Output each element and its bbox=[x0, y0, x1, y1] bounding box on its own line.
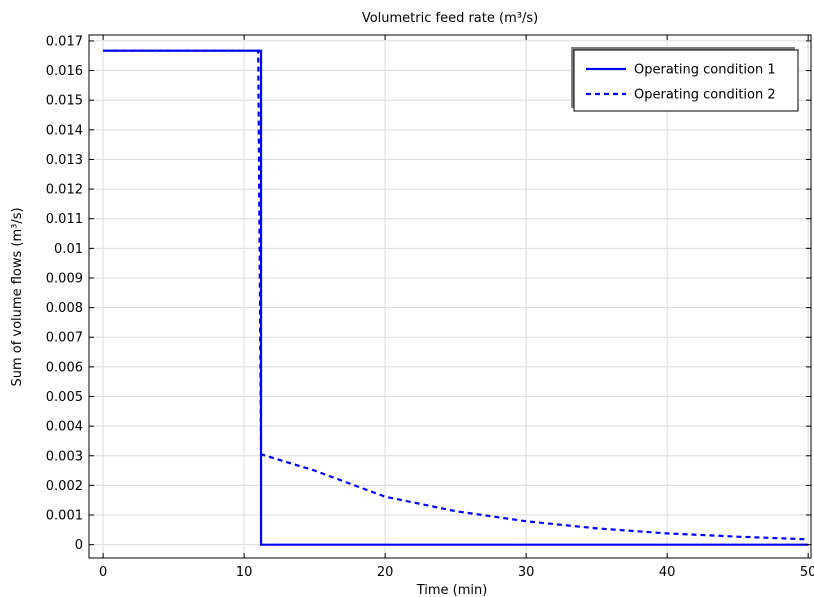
series-layer bbox=[103, 49, 809, 546]
y-tick-label: 0.007 bbox=[46, 331, 83, 346]
chart-title: Volumetric feed rate (m³/s) bbox=[362, 11, 538, 26]
x-axis-title: Time (min) bbox=[416, 583, 488, 597]
y-tick-label: 0.002 bbox=[46, 479, 83, 494]
x-tick-label: 20 bbox=[377, 565, 394, 580]
grid bbox=[89, 35, 811, 558]
x-tick-label: 50 bbox=[800, 565, 814, 580]
y-tick-label: 0.005 bbox=[46, 390, 83, 405]
y-tick-label: 0.016 bbox=[46, 64, 83, 79]
y-tick-label: 0.011 bbox=[46, 212, 83, 227]
y-tick-label: 0 bbox=[75, 538, 83, 553]
y-tick-label: 0.008 bbox=[46, 301, 83, 316]
y-tick-label: 0.004 bbox=[46, 420, 83, 435]
y-tick-label: 0.017 bbox=[46, 34, 83, 49]
legend-label-1: Operating condition 1 bbox=[634, 63, 776, 78]
y-axis-title: Sum of volume flows (m³/s) bbox=[10, 207, 25, 386]
y-tick-label: 0.014 bbox=[46, 123, 83, 138]
series-line-2 bbox=[103, 49, 809, 541]
y-tick-label: 0.01 bbox=[54, 242, 83, 257]
series-line-1 bbox=[103, 49, 809, 546]
y-tick-label: 0.015 bbox=[46, 94, 83, 109]
x-tick-label: 10 bbox=[236, 565, 253, 580]
y-tick-label: 0.003 bbox=[46, 449, 83, 464]
legend-label-2: Operating condition 2 bbox=[634, 88, 776, 103]
legend-box bbox=[573, 49, 799, 112]
x-tick-label: 40 bbox=[659, 565, 676, 580]
y-tick-label: 0.013 bbox=[46, 153, 83, 168]
plot-frame bbox=[88, 34, 812, 559]
y-tick-label: 0.001 bbox=[46, 509, 83, 524]
legend: Operating condition 1 Operating condition… bbox=[571, 47, 799, 112]
ticks: 0 10 20 30 40 50 0 0.001 0.002 0.003 0.004 0.005 0.0… bbox=[46, 34, 814, 580]
y-tick-label: 0.006 bbox=[46, 360, 83, 375]
x-tick-label: 30 bbox=[518, 565, 535, 580]
x-tick-label: 0 bbox=[99, 565, 107, 580]
y-tick-label: 0.012 bbox=[46, 183, 83, 198]
y-tick-label: 0.009 bbox=[46, 271, 83, 286]
